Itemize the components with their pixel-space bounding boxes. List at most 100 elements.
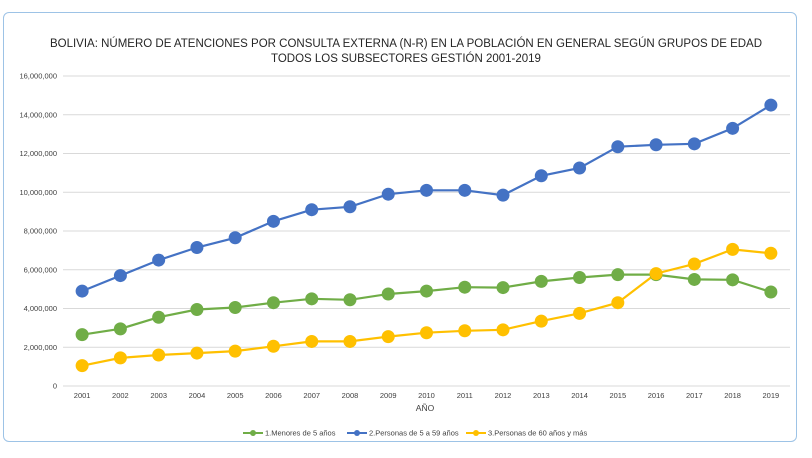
x-tick-label: 2004: [189, 391, 206, 400]
x-tick-label: 2014: [571, 391, 588, 400]
data-point: [113, 351, 127, 365]
x-axis-label: AÑO: [416, 403, 435, 413]
data-point: [305, 334, 319, 348]
data-point: [381, 187, 395, 201]
legend-item-3: 3.Personas de 60 años y más: [466, 429, 587, 438]
data-point: [496, 281, 510, 295]
data-point: [458, 280, 472, 294]
gridlines: [63, 75, 790, 387]
data-point: [687, 137, 701, 151]
data-point: [420, 326, 433, 340]
legend-item-2: 2.Personas de 5 a 59 años: [347, 429, 459, 438]
data-point: [113, 322, 127, 336]
x-tick-label: 2017: [686, 391, 703, 400]
data-point: [458, 183, 472, 197]
data-point: [726, 273, 740, 287]
x-tick-label: 2013: [533, 391, 550, 400]
y-tick-label: 4,000,000: [24, 304, 57, 313]
x-axis-ticks: 2001 2002 2003 2004 2005 2006 2007 2008 2009 2010…: [74, 391, 779, 400]
legend-swatch-marker: [473, 430, 479, 436]
data-point: [228, 301, 242, 315]
y-tick-label: 10,000,000: [19, 188, 57, 197]
y-tick-label: 6,000,000: [24, 265, 57, 274]
x-tick-label: 2006: [265, 391, 282, 400]
data-point: [611, 140, 625, 154]
data-point: [266, 339, 280, 353]
data-point: [687, 272, 701, 286]
data-point: [381, 287, 395, 301]
x-tick-label: 2015: [609, 391, 626, 400]
legend-item-1: 1.Menores de 5 años: [243, 429, 336, 438]
data-point: [764, 246, 778, 260]
data-point: [649, 138, 663, 152]
data-point: [343, 293, 357, 307]
data-point: [573, 271, 587, 284]
data-point: [534, 274, 548, 288]
legend-label: 1.Menores de 5 años: [265, 429, 336, 438]
data-point: [764, 285, 778, 299]
x-tick-label: 2012: [495, 391, 512, 400]
data-point: [266, 214, 280, 228]
y-tick-label: 0: [53, 382, 57, 391]
series-line-3: [81, 248, 772, 367]
data-point: [458, 324, 472, 338]
data-point: [420, 183, 433, 197]
data-point: [152, 253, 166, 267]
x-tick-label: 2011: [457, 391, 473, 400]
series-line-2: [81, 104, 772, 293]
data-point: [305, 292, 319, 306]
data-point: [573, 306, 587, 320]
y-tick-label: 16,000,000: [19, 72, 57, 81]
data-point: [305, 203, 319, 217]
data-point: [764, 98, 778, 112]
data-point: [381, 330, 395, 344]
data-point: [343, 200, 357, 214]
data-point: [152, 348, 166, 362]
x-tick-label: 2019: [763, 391, 780, 400]
data-point: [75, 359, 89, 373]
y-tick-label: 8,000,000: [24, 227, 57, 236]
data-point: [611, 268, 625, 282]
data-point: [190, 346, 204, 360]
legend: 1.Menores de 5 años 2.Personas de 5 a 59 …: [243, 429, 587, 438]
data-point: [420, 284, 433, 298]
data-point: [113, 269, 127, 283]
data-point: [152, 310, 166, 324]
x-tick-label: 2010: [418, 391, 435, 400]
data-point: [573, 161, 587, 175]
data-point: [343, 334, 357, 348]
data-point: [228, 231, 242, 245]
data-point: [611, 296, 625, 310]
x-tick-label: 2007: [303, 391, 320, 400]
chart-frame: [3, 12, 797, 442]
y-tick-label: 2,000,000: [24, 343, 57, 352]
chart-subtitle: TODOS LOS SUBSECTORES GESTIÓN 2001-2019: [271, 52, 541, 65]
data-point: [266, 296, 280, 310]
data-point: [496, 323, 510, 337]
legend-label: 2.Personas de 5 a 59 años: [369, 429, 459, 438]
x-tick-label: 2002: [112, 391, 129, 400]
x-tick-label: 2001: [74, 391, 91, 400]
x-tick-label: 2008: [342, 391, 359, 400]
data-point: [649, 267, 663, 281]
data-point: [534, 314, 548, 328]
legend-swatch-marker: [354, 430, 360, 436]
data-point: [534, 169, 548, 183]
y-axis-ticks: 0 2,000,000 4,000,000 6,000,000 8,000,000 10,…: [19, 72, 57, 391]
y-tick-label: 12,000,000: [19, 149, 57, 158]
y-tick-label: 14,000,000: [19, 110, 57, 119]
data-point: [726, 121, 740, 135]
series-points: [75, 98, 778, 373]
x-tick-label: 2003: [150, 391, 167, 400]
legend-label: 3.Personas de 60 años y más: [488, 429, 587, 438]
data-point: [75, 328, 89, 342]
chart-title: BOLIVIA: NÚMERO DE ATENCIONES POR CONSUL…: [50, 37, 762, 50]
data-point: [190, 240, 204, 254]
data-point: [726, 242, 740, 256]
data-point: [228, 344, 242, 358]
data-point: [496, 188, 510, 202]
x-tick-label: 2009: [380, 391, 397, 400]
data-point: [75, 284, 89, 298]
x-tick-label: 2016: [648, 391, 665, 400]
